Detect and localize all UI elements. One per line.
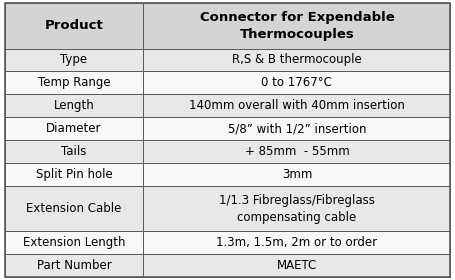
Text: Split Pin hole: Split Pin hole xyxy=(35,168,112,181)
Text: Length: Length xyxy=(54,99,94,112)
Bar xyxy=(5,48,143,71)
Bar xyxy=(5,254,143,277)
Text: Type: Type xyxy=(61,53,87,66)
Bar xyxy=(5,186,143,232)
Text: Connector for Expendable
Thermocouples: Connector for Expendable Thermocouples xyxy=(199,11,394,41)
Bar xyxy=(5,94,143,117)
Text: R,S & B thermocouple: R,S & B thermocouple xyxy=(232,53,362,66)
Bar xyxy=(5,3,143,48)
Text: Diameter: Diameter xyxy=(46,122,101,135)
Bar xyxy=(143,232,450,254)
Bar xyxy=(143,71,450,94)
Text: MAETC: MAETC xyxy=(277,259,317,272)
Text: 3mm: 3mm xyxy=(282,168,312,181)
Bar xyxy=(143,163,450,186)
Bar xyxy=(143,117,450,140)
Text: 1.3m, 1.5m, 2m or to order: 1.3m, 1.5m, 2m or to order xyxy=(216,236,378,249)
Bar xyxy=(5,140,143,163)
Bar xyxy=(5,163,143,186)
Bar xyxy=(143,3,450,48)
Text: + 85mm  - 55mm: + 85mm - 55mm xyxy=(244,145,349,158)
Text: Product: Product xyxy=(45,19,103,32)
Text: Temp Range: Temp Range xyxy=(38,76,110,89)
Bar xyxy=(5,117,143,140)
Text: Extension Cable: Extension Cable xyxy=(26,202,121,215)
Text: 5/8” with 1/2” insertion: 5/8” with 1/2” insertion xyxy=(228,122,366,135)
Bar xyxy=(143,48,450,71)
Text: 0 to 1767°C: 0 to 1767°C xyxy=(262,76,332,89)
Text: 140mm overall with 40mm insertion: 140mm overall with 40mm insertion xyxy=(189,99,405,112)
Bar xyxy=(143,186,450,232)
Text: 1/1.3 Fibreglass/Fibreglass
compensating cable: 1/1.3 Fibreglass/Fibreglass compensating… xyxy=(219,193,375,224)
Text: Extension Length: Extension Length xyxy=(23,236,125,249)
Bar xyxy=(143,254,450,277)
Bar xyxy=(143,94,450,117)
Text: Part Number: Part Number xyxy=(36,259,111,272)
Bar xyxy=(5,71,143,94)
Bar xyxy=(143,140,450,163)
Text: Tails: Tails xyxy=(61,145,86,158)
Bar xyxy=(5,232,143,254)
